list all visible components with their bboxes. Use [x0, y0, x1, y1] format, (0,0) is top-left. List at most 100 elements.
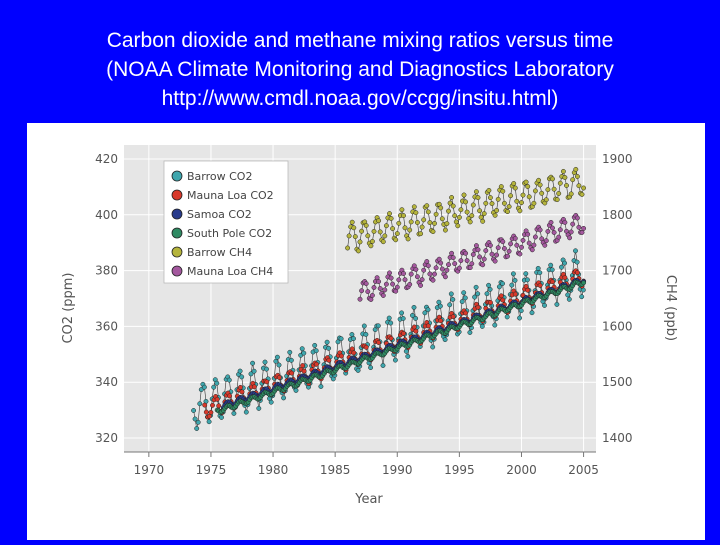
data-point [274, 354, 280, 360]
data-point [413, 210, 419, 216]
data-point [467, 219, 473, 225]
y-left-tick-label: 360 [95, 319, 118, 333]
data-point [312, 342, 318, 348]
data-point [363, 344, 369, 350]
data-point [568, 191, 574, 197]
data-point [401, 271, 406, 276]
data-point [191, 408, 197, 413]
data-point [408, 271, 414, 277]
data-point [424, 203, 430, 209]
data-point [237, 368, 243, 374]
data-point [469, 213, 475, 219]
chart-panel: 320 340 360 380 400 420 1400 1500 1600 1700 1800 19… [27, 123, 705, 540]
data-point [532, 234, 538, 240]
legend-marker [171, 208, 183, 220]
data-point [419, 277, 425, 283]
data-point [537, 282, 543, 288]
y-left-tick-label: 380 [95, 264, 118, 278]
data-point [472, 294, 478, 300]
y-left-tick-label: 320 [95, 431, 118, 445]
data-point [512, 291, 518, 297]
data-point [425, 263, 431, 269]
data-point [570, 221, 576, 227]
data-point [450, 297, 456, 302]
data-point [393, 237, 399, 243]
data-point [299, 346, 305, 352]
y-left-tick-label: 420 [95, 152, 118, 166]
data-point [554, 197, 560, 203]
x-tick-label: 1970 [134, 463, 165, 477]
data-point [449, 195, 455, 200]
data-point [469, 261, 475, 267]
data-point [551, 230, 557, 235]
y-right-tick-label: 1800 [602, 208, 633, 222]
data-point [545, 187, 551, 193]
data-point [448, 291, 454, 297]
legend-box [163, 160, 289, 284]
legend-label: Mauna Loa CO2 [187, 189, 274, 202]
data-point [524, 277, 530, 283]
data-point [542, 302, 547, 308]
data-point [407, 227, 413, 233]
data-point [289, 370, 295, 376]
data-point [197, 401, 203, 407]
data-point [450, 255, 456, 261]
data-point [501, 246, 507, 251]
data-point [351, 336, 356, 342]
data-point [473, 189, 479, 195]
data-point [500, 188, 506, 194]
x-tick-label: 1980 [258, 463, 289, 477]
data-point [475, 304, 481, 310]
data-point [300, 363, 306, 369]
data-point [573, 166, 579, 172]
data-point [351, 350, 357, 356]
data-point [463, 199, 469, 205]
data-point [411, 324, 417, 330]
data-point [414, 274, 420, 280]
data-point [486, 282, 492, 288]
data-point [574, 270, 580, 276]
data-point [458, 207, 464, 213]
data-point [439, 216, 445, 222]
data-point [438, 205, 444, 211]
y-right-tick-label: 1900 [602, 152, 633, 166]
data-point [376, 340, 382, 345]
data-point [498, 293, 504, 299]
data-point [408, 219, 414, 225]
x-tick-label: 2000 [506, 463, 537, 477]
data-point [511, 181, 517, 186]
data-point [430, 229, 436, 235]
data-point [564, 183, 569, 188]
data-point [481, 256, 487, 262]
data-point [470, 202, 476, 208]
data-point [394, 231, 400, 237]
data-point [386, 315, 392, 321]
data-point [227, 393, 233, 399]
data-point [425, 307, 431, 313]
data-point [392, 357, 398, 363]
data-point [512, 277, 518, 283]
data-point [477, 254, 483, 260]
data-point [489, 201, 495, 207]
data-point [380, 293, 386, 298]
data-point [226, 377, 232, 383]
data-point [446, 208, 451, 214]
data-point [250, 360, 256, 366]
data-point [562, 175, 568, 180]
data-point [239, 374, 245, 380]
data-point [475, 247, 481, 253]
data-point [559, 264, 564, 270]
data-point [442, 274, 448, 280]
data-point [349, 219, 355, 225]
data-point [376, 218, 382, 224]
data-point [382, 233, 388, 239]
data-point [574, 259, 580, 265]
data-point [477, 208, 483, 214]
data-point [556, 234, 562, 240]
legend-label: Mauna Loa CH4 [187, 265, 273, 278]
data-point [400, 316, 406, 321]
data-point [554, 301, 560, 307]
data-point [581, 185, 587, 191]
data-point [427, 220, 433, 226]
data-point [219, 414, 224, 420]
